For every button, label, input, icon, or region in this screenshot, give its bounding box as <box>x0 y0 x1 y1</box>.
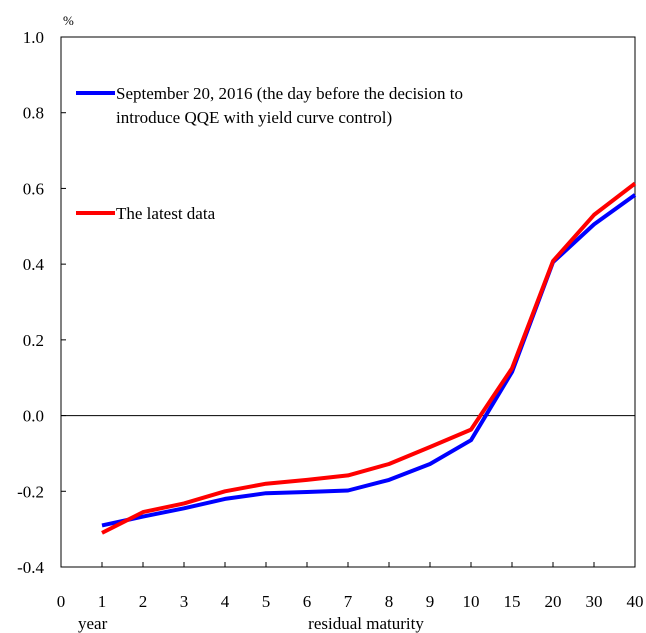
x-axis: 0 1 2 3 4 5 6 7 8 9 10 15 20 30 40 <box>57 562 644 611</box>
x-tick-label: 30 <box>586 592 603 611</box>
y-tick-label: 0.4 <box>23 255 45 274</box>
y-tick-label: 0.2 <box>23 331 44 350</box>
x-tick-label: 8 <box>385 592 394 611</box>
y-tick-label: 0.6 <box>23 179 44 198</box>
x-tick-label: 20 <box>545 592 562 611</box>
x-tick-label: 6 <box>303 592 312 611</box>
x-tick-label: 15 <box>504 592 521 611</box>
x-tick-label: 7 <box>344 592 353 611</box>
series-line-2 <box>101 181 637 535</box>
x-tick-label: 0 <box>57 592 66 611</box>
series-lines <box>101 181 637 535</box>
x-tick-label: 10 <box>463 592 480 611</box>
legend: September 20, 2016 (the day before the d… <box>76 84 463 223</box>
x-unit-label: year <box>78 614 108 633</box>
y-tick-label: -0.2 <box>17 482 44 501</box>
x-tick-label: 40 <box>627 592 644 611</box>
legend-label-1: introduce QQE with yield curve control) <box>116 108 392 127</box>
x-tick-label: 3 <box>180 592 189 611</box>
series-line-1 <box>101 193 637 528</box>
x-tick-label: 1 <box>98 592 107 611</box>
legend-label-2: The latest data <box>116 204 216 223</box>
y-tick-label: -0.4 <box>17 558 44 577</box>
x-tick-label: 4 <box>221 592 230 611</box>
x-tick-label: 2 <box>139 592 148 611</box>
x-axis-title: residual maturity <box>308 614 424 633</box>
x-tick-label: 5 <box>262 592 271 611</box>
x-tick-label: 9 <box>426 592 435 611</box>
y-tick-label: 1.0 <box>23 28 44 47</box>
y-axis: 1.0 0.8 0.6 0.4 0.2 0.0 -0.2 -0.4 <box>17 28 66 577</box>
y-tick-label: 0.0 <box>23 407 44 426</box>
legend-label-1: September 20, 2016 (the day before the d… <box>116 84 463 103</box>
y-unit-label: % <box>63 13 74 28</box>
y-tick-label: 0.8 <box>23 104 44 123</box>
